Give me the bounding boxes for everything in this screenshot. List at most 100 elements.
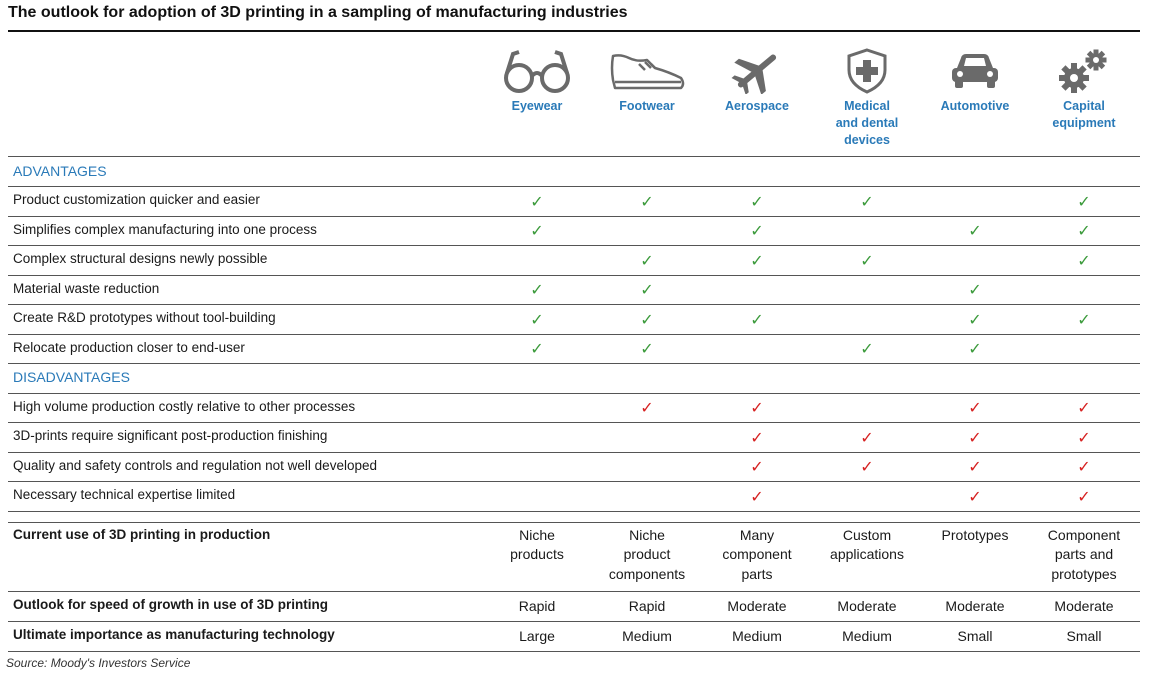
summary-row: Current use of 3D printing in production… [8,523,1140,592]
check-icon: ✓ [968,311,982,329]
summary-label: Current use of 3D printing in production [13,526,271,542]
row-label: Create R&D prototypes without tool-build… [13,310,276,326]
disadvantage-row: 3D-prints require significant post-produ… [8,423,1140,453]
check-icon: ✓ [750,252,764,270]
summary-rule [8,521,1140,523]
row-label: 3D-prints require significant post-produ… [13,428,328,444]
check-icon: ✓ [968,459,982,477]
column-header-capital-equipment: Capital equipment [1029,48,1139,132]
shoe-icon [610,54,685,90]
section-disadvantages: DISADVANTAGES [8,364,1140,394]
row-label: DISADVANTAGES [13,369,130,386]
summary-value: Moderate [1054,597,1114,614]
check-icon: ✓ [968,400,982,418]
advantage-row: Simplifies complex manufacturing into on… [8,217,1140,247]
row-label: Relocate production closer to end-user [13,339,245,355]
column-label: Aerospace [725,99,789,113]
check-icon: ✓ [640,341,654,359]
summary-value: Rapid [518,597,556,614]
summary-value: Large [519,627,555,644]
section-advantages: ADVANTAGES [8,157,1140,187]
advantage-row: Product customization quicker and easier… [8,187,1140,217]
disadvantage-row: High volume production costly relative t… [8,394,1140,424]
check-icon: ✓ [640,193,654,211]
check-icon: ✓ [1077,459,1091,477]
summary-value: Component parts and prototypes [1047,526,1121,582]
check-icon: ✓ [1077,193,1091,211]
column-label: Footwear [619,99,675,113]
row-label: Complex structural designs newly possibl… [13,251,268,267]
row-label: Material waste reduction [13,280,160,296]
check-icon: ✓ [750,193,764,211]
summary-value: Many component parts [722,526,792,582]
advantage-row: Create R&D prototypes without tool-build… [8,305,1140,335]
check-icon: ✓ [968,223,982,241]
row-label: Necessary technical expertise limited [13,487,236,503]
column-header-footwear: Footwear [592,48,702,115]
medical-shield-icon [847,48,887,94]
summary-value: Moderate [837,597,897,614]
row-label: Quality and safety controls and regulati… [13,457,377,473]
check-icon: ✓ [968,282,982,300]
summary-row: Ultimate importance as manufacturing tec… [8,622,1140,652]
check-icon: ✓ [1077,488,1091,506]
check-icon: ✓ [1077,252,1091,270]
check-icon: ✓ [750,488,764,506]
disadvantage-row: Quality and safety controls and regulati… [8,453,1140,483]
summary-value: Moderate [945,597,1005,614]
check-icon: ✓ [640,400,654,418]
column-header-medical: Medical and dental devices [812,48,922,149]
check-icon: ✓ [968,341,982,359]
summary-value: Small [957,627,993,644]
eyeglasses-icon [504,50,570,93]
check-icon: ✓ [750,400,764,418]
airplane-icon [731,54,777,94]
check-icon: ✓ [1077,223,1091,241]
check-icon: ✓ [860,459,874,477]
summary-row: Outlook for speed of growth in use of 3D… [8,592,1140,622]
summary-label: Ultimate importance as manufacturing tec… [13,627,335,642]
check-icon: ✓ [530,193,544,211]
column-label: Automotive [940,99,1010,113]
advantage-row: Material waste reduction ✓ ✓ ✓ [8,276,1140,306]
check-icon: ✓ [968,488,982,506]
summary-value: Small [1066,627,1102,644]
summary-value: Niche products [510,526,564,563]
check-icon: ✓ [860,252,874,270]
summary-value: Medium [732,627,782,644]
summary-value: Medium [842,627,892,644]
check-icon: ✓ [1077,311,1091,329]
car-icon [952,54,998,88]
row-label: High volume production costly relative t… [13,398,356,414]
check-icon: ✓ [860,429,874,447]
summary-value: Custom applications [830,526,904,563]
row-label: Simplifies complex manufacturing into on… [13,221,317,237]
summary-label: Outlook for speed of growth in use of 3D… [13,597,328,612]
summary-value: Niche product components [608,526,686,582]
column-header-automotive: Automotive [920,48,1030,115]
check-icon: ✓ [750,429,764,447]
column-header-eyewear: Eyewear [482,48,592,115]
check-icon: ✓ [750,311,764,329]
title-rule [8,30,1140,32]
row-label: Product customization quicker and easier [13,192,260,208]
check-icon: ✓ [530,282,544,300]
check-icon: ✓ [860,341,874,359]
check-icon: ✓ [750,459,764,477]
check-icon: ✓ [530,223,544,241]
disadvantage-row: Necessary technical expertise limited ✓ ✓ ✓ [8,482,1140,512]
summary-value: Rapid [628,597,666,614]
column-label: Medical and dental devices [835,99,899,147]
source-note: Source: Moody's Investors Service [6,656,191,670]
check-icon: ✓ [530,341,544,359]
advantage-row: Relocate production closer to end-user ✓ ✓… [8,335,1140,365]
column-label: Eyewear [511,99,563,113]
check-icon: ✓ [750,223,764,241]
column-label: Capital equipment [1052,99,1116,130]
gears-icon [1059,49,1107,93]
check-icon: ✓ [968,429,982,447]
check-icon: ✓ [530,311,544,329]
check-icon: ✓ [1077,429,1091,447]
check-icon: ✓ [640,282,654,300]
header-rule [8,156,1140,157]
